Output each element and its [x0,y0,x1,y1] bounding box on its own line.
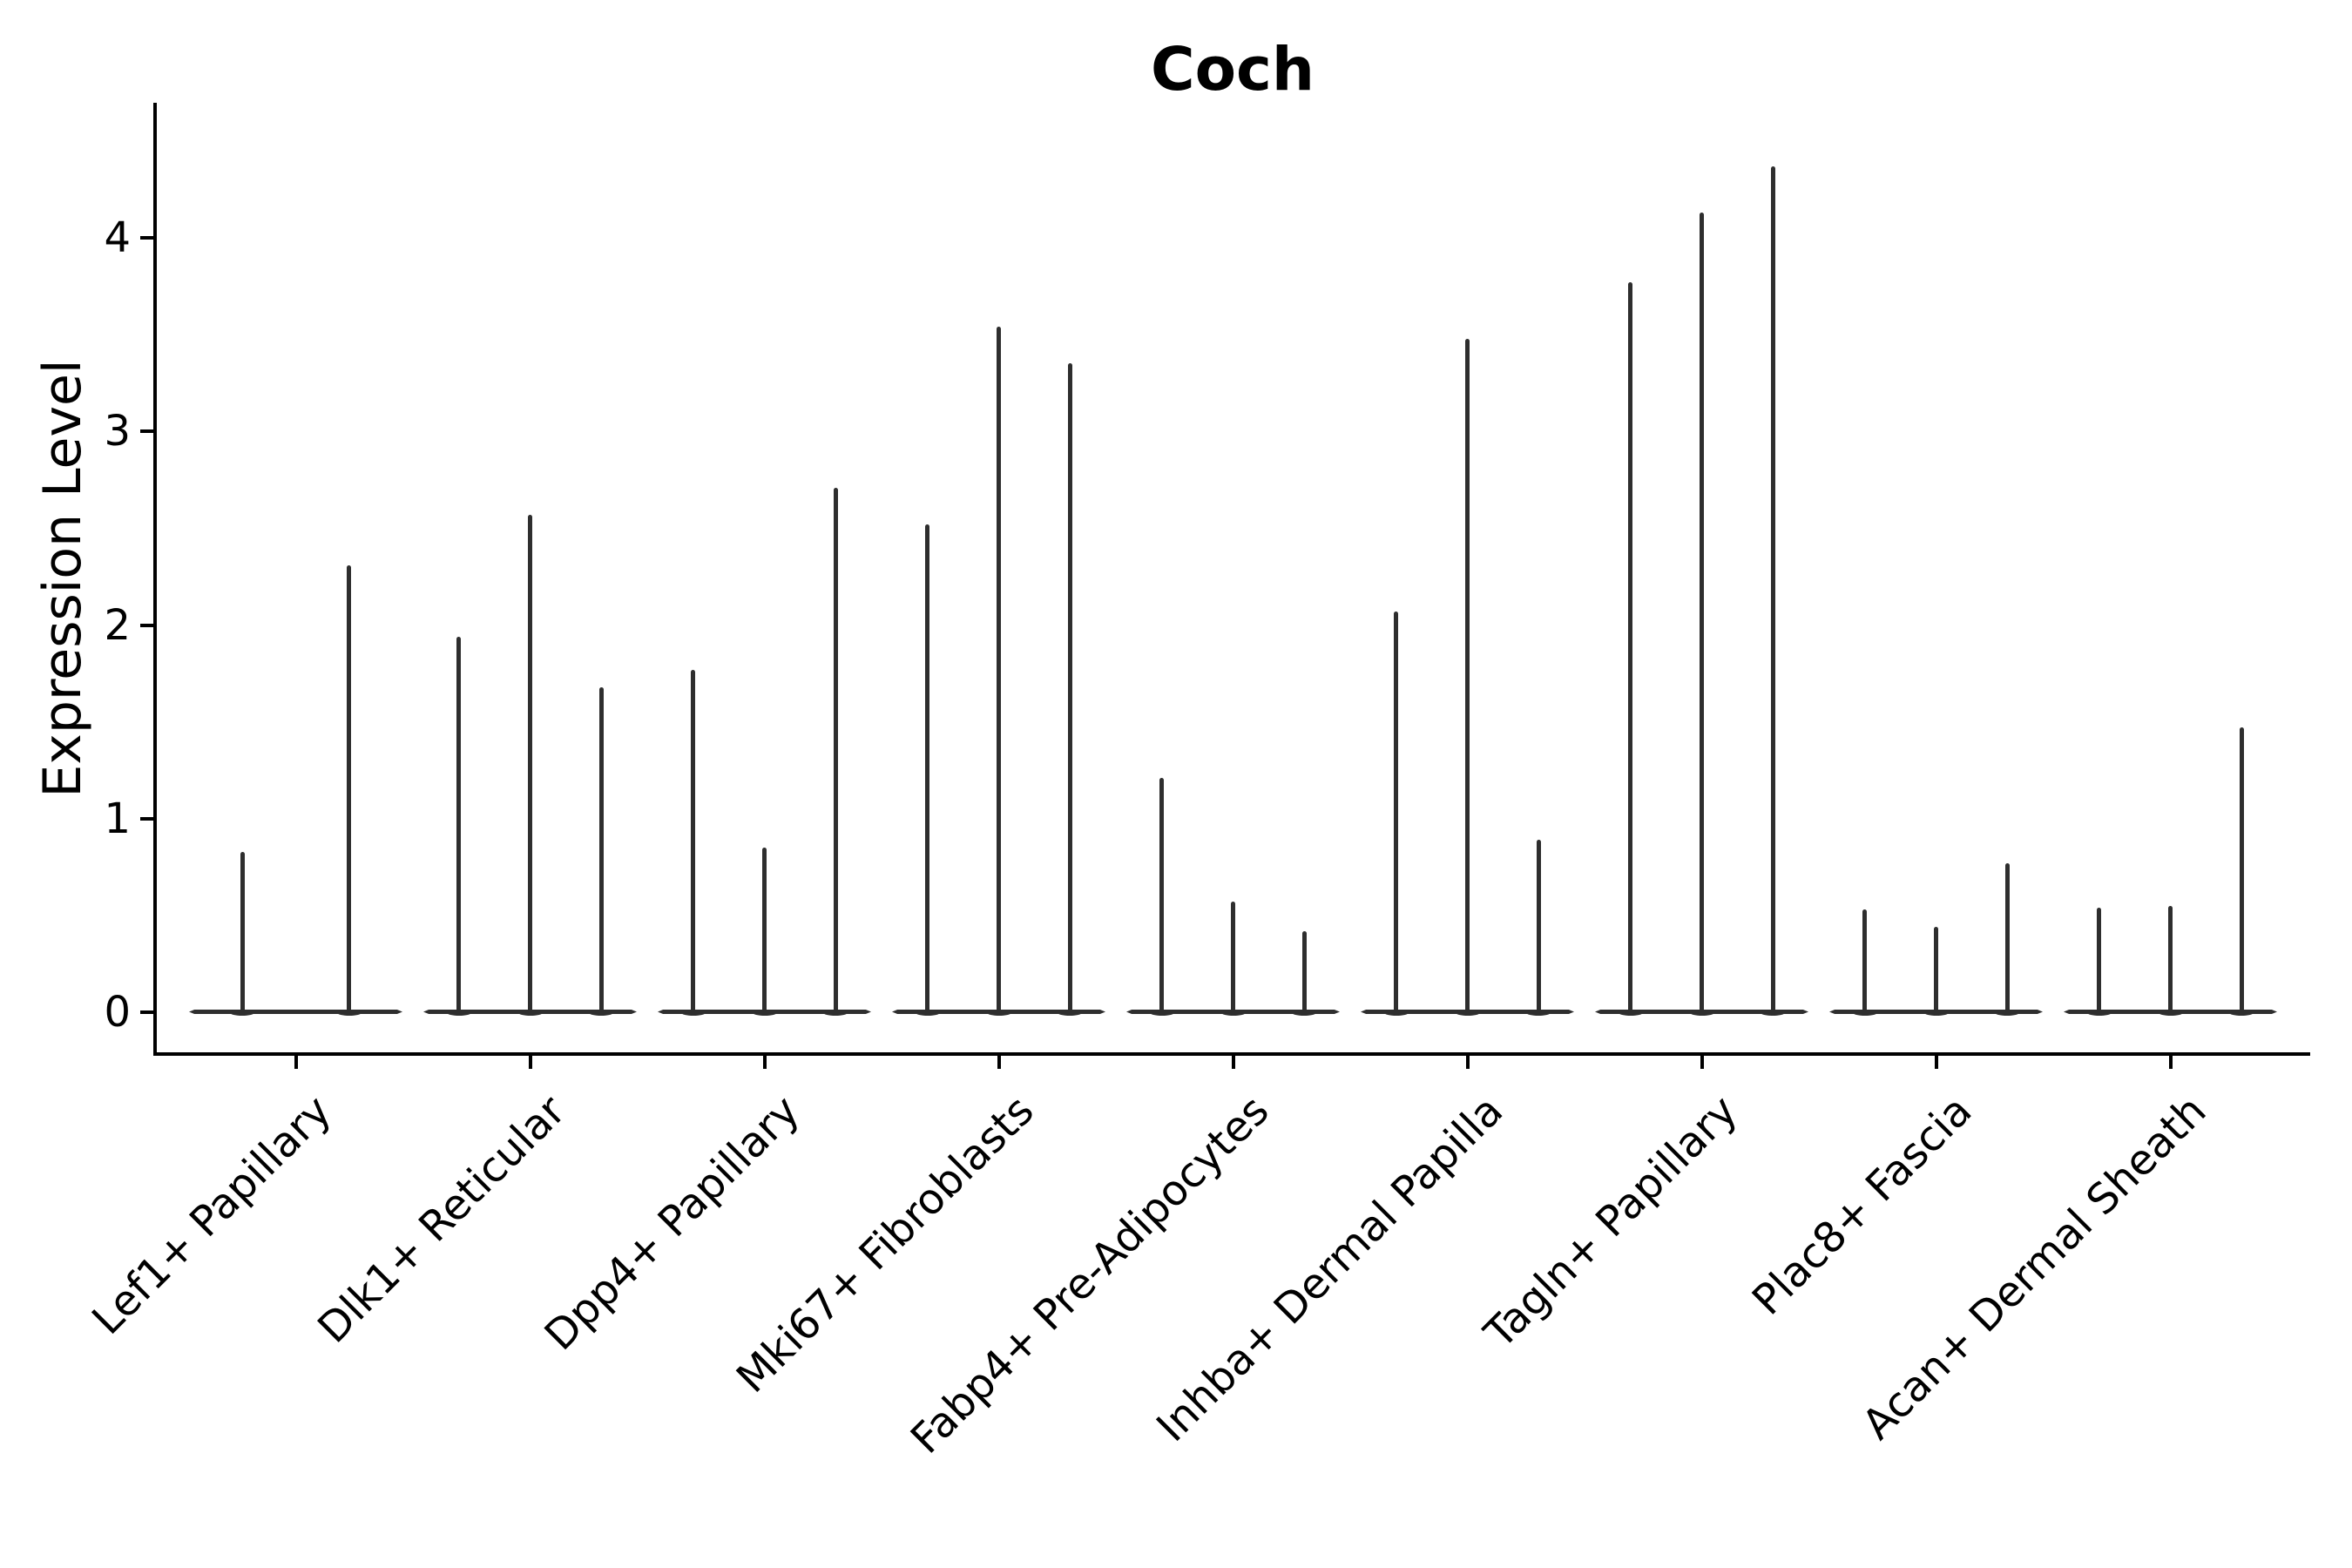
x-tick-label: Tagln+ Papillary [1475,1086,1747,1358]
violin-base-flare [1455,1010,1480,1016]
violin-spike [925,524,930,1016]
violin-base-flare [986,1010,1011,1016]
violin-base-flare [1761,1010,1786,1016]
violin-spike [456,636,462,1016]
violin-spike [1067,363,1072,1016]
y-axis-line [153,103,157,1056]
x-tick-mark [528,1056,532,1069]
violin-base-flare [1149,1010,1174,1016]
violin-spike [1394,611,1399,1016]
x-tick-mark [997,1056,1001,1069]
violin-spike [598,686,604,1016]
violin-base-flare [589,1010,614,1016]
chart-title: Coch [1150,35,1315,105]
violin-base-flare [1292,1010,1317,1016]
y-tick-mark [140,623,155,627]
violin-spike [1700,213,1704,1016]
violin-base-flare [1526,1010,1551,1016]
x-tick-mark [294,1056,298,1069]
violin-base-flare [1220,1010,1246,1016]
y-tick-mark [140,816,155,821]
violin-base-flare [230,1010,255,1016]
y-tick-label: 2 [104,600,131,650]
violin-base-flare [1383,1010,1409,1016]
x-tick-mark [2168,1056,2173,1069]
violin-base-flare [1923,1010,1949,1016]
violin-spike [1231,902,1235,1016]
violin-base-flare [1058,1010,1083,1016]
y-tick-mark [140,1010,155,1014]
violin-base-flare [2086,1010,2112,1016]
violin-spike [1770,166,1775,1016]
violin-spike [997,327,1001,1016]
x-tick-label: Dpp4+ Papillary [536,1086,810,1361]
violin-spike [691,669,696,1016]
violin-base-flare [1618,1010,1643,1016]
violin-base-flare [823,1010,848,1016]
violin-base [189,1010,402,1014]
violin-base-flare [2158,1010,2183,1016]
y-tick-mark [140,236,155,240]
violin-spike [1465,338,1470,1016]
violin-base-flare [517,1010,543,1016]
x-tick-label: Lef1+ Papillary [83,1086,341,1344]
violin-spike [1862,909,1868,1016]
y-tick-label: 0 [104,988,131,1037]
x-axis-line [153,1052,2310,1056]
violin-base-flare [915,1010,940,1016]
y-tick-mark [140,429,155,434]
violin-spike [240,851,245,1016]
violin-spike [1159,778,1165,1016]
x-tick-mark [1465,1056,1470,1069]
violin-spike [1301,930,1307,1016]
x-tick-mark [762,1056,767,1069]
violin-base-flare [1852,1010,1877,1016]
violin-base-flare [752,1010,777,1016]
x-tick-mark [1700,1056,1704,1069]
violin-base-flare [1689,1010,1714,1016]
violin-base-flare [446,1010,471,1016]
violin-base-flare [336,1010,362,1016]
violin-base-flare [2229,1010,2254,1016]
violin-spike [2239,727,2244,1016]
x-tick-mark [1934,1056,1938,1069]
violin-spike [1934,927,1938,1016]
violin-spike [347,564,352,1016]
y-tick-label: 4 [104,213,131,262]
violin-spike [2168,905,2173,1016]
violin-spike [833,487,838,1016]
violin-spike [2004,862,2010,1016]
violin-base-flare [1995,1010,2020,1016]
violin-spike [528,514,532,1016]
y-tick-label: 1 [104,794,131,843]
violin-spike [1628,282,1633,1016]
violin-spike [2097,907,2102,1016]
x-tick-mark [1231,1056,1235,1069]
violin-base-flare [680,1010,706,1016]
violin-spike [762,848,767,1016]
x-tick-label: Dlk1+ Reticular [308,1086,576,1353]
violin-spike [1536,840,1541,1016]
x-tick-label: Plac8+ Fascia [1742,1086,1982,1325]
y-tick-label: 3 [104,407,131,456]
